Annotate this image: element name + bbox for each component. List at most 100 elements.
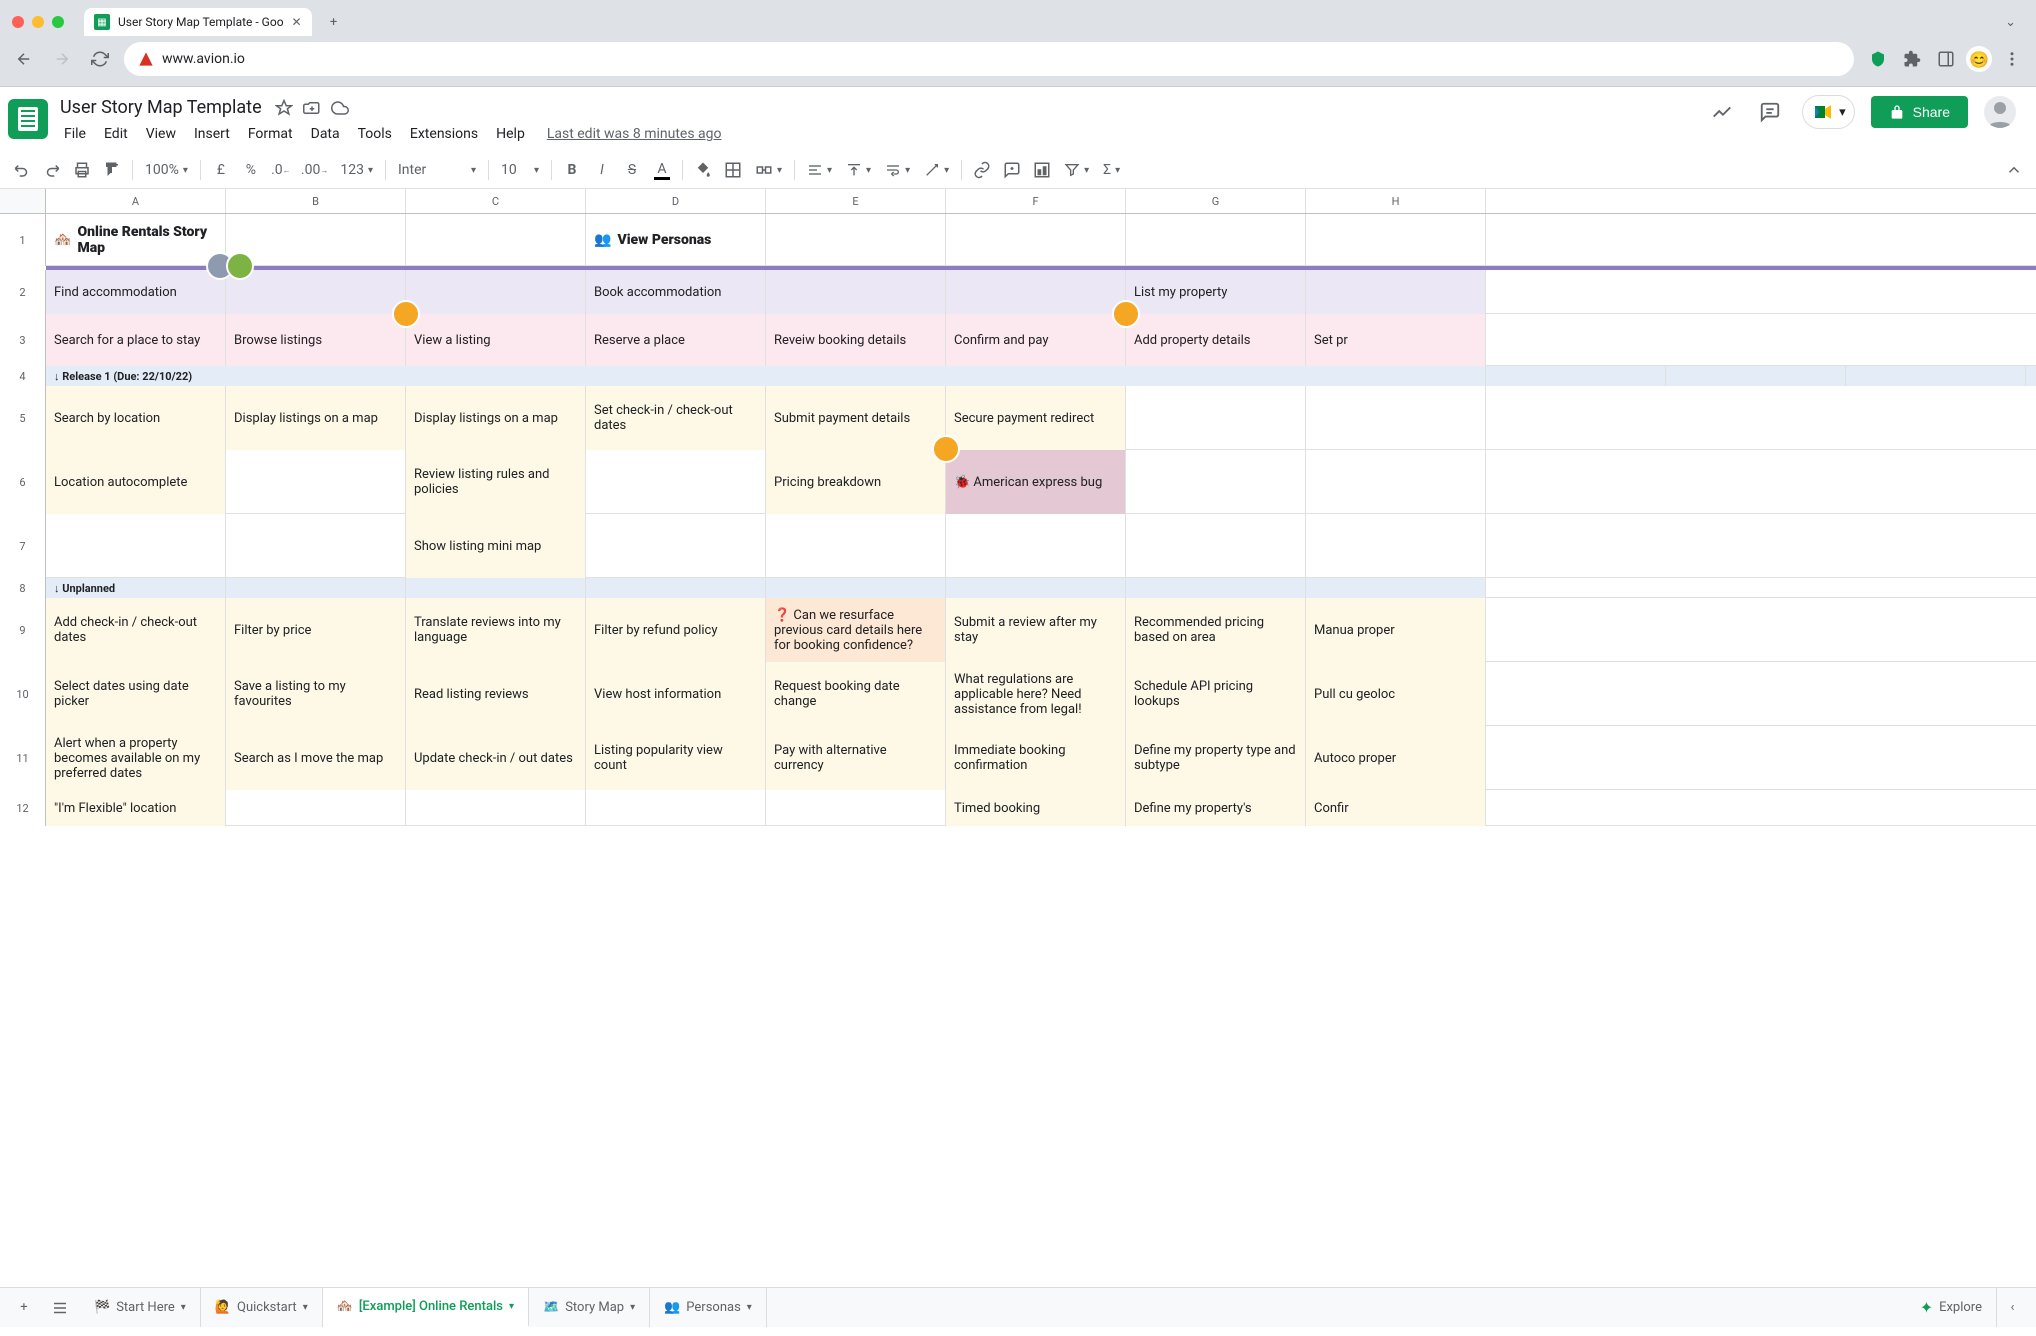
cell[interactable]: Book accommodation: [586, 270, 766, 314]
cell[interactable]: Alert when a property becomes available …: [46, 726, 226, 790]
menu-format[interactable]: Format: [240, 122, 301, 146]
chart-button[interactable]: [1028, 156, 1056, 184]
col-header-C[interactable]: C: [406, 189, 586, 213]
col-header-A[interactable]: A: [46, 189, 226, 213]
browser-tab[interactable]: ▦ User Story Map Template - Goo ✕: [84, 8, 312, 36]
cell[interactable]: [766, 578, 946, 598]
row-header-9[interactable]: 9: [0, 598, 46, 662]
cell[interactable]: [1126, 386, 1306, 450]
cell[interactable]: Timed booking: [946, 790, 1126, 826]
menu-help[interactable]: Help: [488, 122, 533, 146]
menu-icon[interactable]: [1998, 45, 2026, 73]
cell[interactable]: [2026, 366, 2036, 386]
cell[interactable]: Search for a place to stay: [46, 314, 226, 366]
comments-icon[interactable]: [1754, 96, 1786, 128]
wrap-button[interactable]: ▾: [879, 156, 916, 184]
add-sheet-button[interactable]: +: [8, 1292, 40, 1324]
all-sheets-button[interactable]: [44, 1292, 76, 1324]
sheet-tab-caret-icon[interactable]: ▾: [630, 1302, 635, 1313]
cell[interactable]: ↓ Unplanned: [46, 578, 226, 598]
cell[interactable]: Select dates using date picker: [46, 662, 226, 726]
valign-button[interactable]: ▾: [840, 156, 877, 184]
close-window[interactable]: [12, 16, 24, 28]
profile-avatar[interactable]: 😊: [1966, 46, 1992, 72]
cell[interactable]: Filter by refund policy: [586, 598, 766, 662]
cell[interactable]: [406, 214, 586, 266]
cell[interactable]: [586, 450, 766, 514]
undo-button[interactable]: [8, 156, 36, 184]
col-header-B[interactable]: B: [226, 189, 406, 213]
expand-toolbar-icon[interactable]: [2000, 156, 2028, 184]
shield-icon[interactable]: [1864, 45, 1892, 73]
cell[interactable]: [1126, 450, 1306, 514]
fill-color-button[interactable]: [689, 156, 717, 184]
italic-button[interactable]: I: [588, 156, 616, 184]
back-button[interactable]: [10, 45, 38, 73]
cell[interactable]: "I'm Flexible" location: [46, 790, 226, 826]
cell[interactable]: Autoco proper: [1306, 726, 1486, 790]
cell[interactable]: [1306, 270, 1486, 314]
panel-icon[interactable]: [1932, 45, 1960, 73]
cell[interactable]: [406, 270, 586, 314]
cell[interactable]: [226, 578, 406, 598]
user-avatar[interactable]: [1984, 96, 2016, 128]
cell[interactable]: [406, 578, 586, 598]
cell[interactable]: [226, 514, 406, 578]
cell[interactable]: [946, 514, 1126, 578]
percent-button[interactable]: %: [237, 156, 265, 184]
sheet-tab[interactable]: 🏘️[Example] Online Rentals▾: [323, 1288, 529, 1327]
cell[interactable]: [1846, 366, 2026, 386]
cell[interactable]: [226, 790, 406, 826]
cell[interactable]: Submit a review after my stay: [946, 598, 1126, 662]
cell[interactable]: [1666, 366, 1846, 386]
cell[interactable]: Add check-in / check-out dates: [46, 598, 226, 662]
sheet-tab-caret-icon[interactable]: ▾: [747, 1302, 752, 1313]
sheet-tab[interactable]: 👥Personas▾: [650, 1288, 767, 1327]
activity-icon[interactable]: [1706, 96, 1738, 128]
sheet-tab[interactable]: 🙋Quickstart▾: [201, 1288, 323, 1327]
menu-insert[interactable]: Insert: [186, 122, 238, 146]
sheet-tab-caret-icon[interactable]: ▾: [509, 1301, 514, 1312]
row-header-7[interactable]: 7: [0, 514, 46, 578]
meet-button[interactable]: ▾: [1802, 95, 1855, 129]
cell[interactable]: Define my property's: [1126, 790, 1306, 826]
cell[interactable]: Review listing rules and policies: [406, 450, 586, 514]
cell[interactable]: [1306, 514, 1486, 578]
cell[interactable]: ❓ Can we resurface previous card details…: [766, 598, 946, 662]
cell[interactable]: [766, 514, 946, 578]
cell[interactable]: Set check-in / check-out dates: [586, 386, 766, 450]
col-header-F[interactable]: F: [946, 189, 1126, 213]
cell[interactable]: [226, 450, 406, 514]
cell[interactable]: Search by location: [46, 386, 226, 450]
tabs-dropdown-icon[interactable]: ⌄: [2005, 15, 2016, 30]
sheets-logo[interactable]: [8, 99, 48, 139]
maximize-window[interactable]: [52, 16, 64, 28]
cell[interactable]: [46, 514, 226, 578]
new-tab-button[interactable]: +: [320, 8, 348, 36]
grid-body[interactable]: 1🏘️Online Rentals Story Map👥View Persona…: [0, 214, 2036, 1287]
row-header-6[interactable]: 6: [0, 450, 46, 514]
cell[interactable]: Pull cu geoloc: [1306, 662, 1486, 726]
cell[interactable]: Translate reviews into my language: [406, 598, 586, 662]
cell[interactable]: Manua proper: [1306, 598, 1486, 662]
cloud-icon[interactable]: [330, 98, 350, 118]
cell[interactable]: Show listing mini map: [406, 514, 586, 578]
functions-button[interactable]: Σ▾: [1097, 156, 1126, 184]
increase-decimal-button[interactable]: .00→: [297, 156, 332, 184]
cell[interactable]: View a listing: [406, 314, 586, 366]
cell[interactable]: Reveiw booking details: [766, 314, 946, 366]
row-header-4[interactable]: 4: [0, 366, 46, 386]
cell[interactable]: [946, 270, 1126, 314]
cell[interactable]: Listing popularity view count: [586, 726, 766, 790]
extensions-icon[interactable]: [1898, 45, 1926, 73]
menu-view[interactable]: View: [138, 122, 184, 146]
cell[interactable]: Browse listings: [226, 314, 406, 366]
cell[interactable]: Pricing breakdown: [766, 450, 946, 514]
select-all-cell[interactable]: [0, 189, 46, 213]
bold-button[interactable]: B: [558, 156, 586, 184]
cell[interactable]: Search as I move the map: [226, 726, 406, 790]
cell[interactable]: Location autocomplete: [46, 450, 226, 514]
halign-button[interactable]: ▾: [801, 156, 838, 184]
cell[interactable]: Request booking date change: [766, 662, 946, 726]
last-edit-link[interactable]: Last edit was 8 minutes ago: [547, 126, 722, 142]
